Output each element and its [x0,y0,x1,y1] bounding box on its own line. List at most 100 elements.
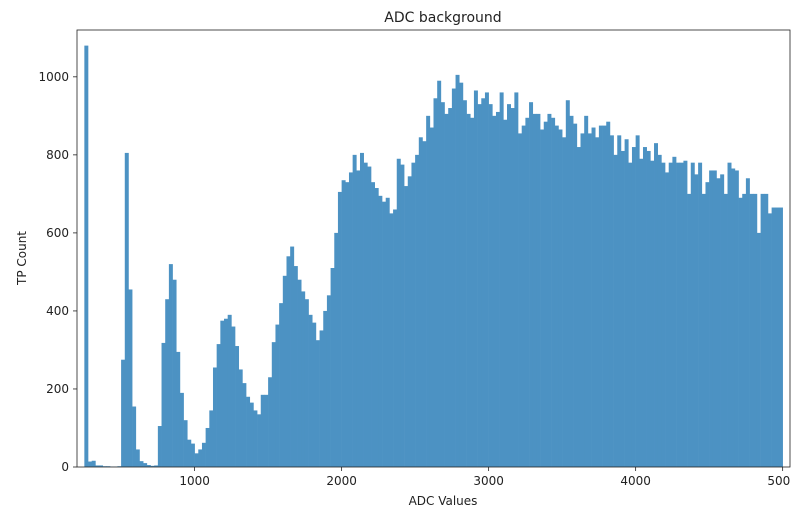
histogram-bar [183,420,188,467]
histogram-bar [308,314,313,467]
histogram-bar [253,410,258,467]
histogram-bar [631,147,636,468]
histogram-bar [154,465,159,467]
chart-title: ADC background [384,10,501,26]
histogram-bar [88,461,93,467]
histogram-bar [132,406,137,467]
histogram-bar [716,178,721,467]
histogram-bar [661,162,666,467]
histogram-bar [584,115,589,467]
x-tick-label: 1000 [179,474,210,488]
histogram-bar [543,121,548,467]
y-tick-label: 0 [61,460,69,474]
histogram-bar [738,197,743,467]
histogram-bar [459,82,464,468]
histogram-bar [198,449,203,467]
histogram-bar [507,104,511,467]
histogram-bar [764,193,769,468]
histogram-bar [514,92,519,468]
histogram-bar [371,182,375,468]
histogram-bar [418,137,423,468]
histogram-bar [290,246,295,467]
histogram-bar [683,160,688,467]
histogram-bar [466,113,471,467]
histogram-bar [598,125,603,467]
histogram-bar [536,113,541,467]
histogram-bar [264,394,269,467]
histogram-bar [301,291,306,467]
histogram-bar [400,164,405,468]
histogram-bar [679,162,684,467]
histogram-bar [665,172,670,468]
histogram-bar [128,289,133,467]
histogram-bar [676,162,681,467]
histogram-bar [694,174,699,467]
y-tick-label: 800 [46,148,69,162]
histogram-bar [179,392,184,467]
histogram-bar [448,108,453,467]
histogram-bar [286,256,291,467]
histogram-bar [734,170,739,467]
histogram-bar [477,104,482,467]
histogram-bar [488,104,493,467]
histogram-bar [385,197,390,467]
histogram-bar [646,150,651,467]
histogram-bar [753,193,758,468]
histogram-bar [672,156,677,467]
histogram-bar [323,310,328,467]
y-tick-label: 200 [46,382,69,396]
histogram-bar [312,322,317,467]
histogram-bar [562,137,567,468]
histogram-bar [639,158,644,467]
histogram-bar [176,351,181,467]
histogram-bar [84,45,89,468]
histogram-bar [257,414,262,467]
histogram-bar [146,465,151,467]
histogram-bar [275,324,280,467]
histogram-bar [720,174,725,467]
x-tick-label: 4000 [620,474,651,488]
histogram-bar [396,158,401,467]
histogram-bar [297,279,302,467]
histogram-bar [359,152,364,467]
histogram-bar [242,383,247,467]
histogram-bar [745,178,750,467]
histogram-bar [609,135,614,467]
histogram-bar [293,266,298,467]
histogram-bar [422,141,427,467]
histogram-bar [731,168,736,467]
histogram-bar [602,125,607,467]
histogram-bar [580,133,585,467]
histogram-bar [558,129,563,467]
histogram-bar [701,193,706,468]
histogram-bar [775,207,780,467]
x-tick-label: 3000 [473,474,504,488]
histogram-bar [315,340,320,467]
histogram-bar [503,119,508,468]
histogram-bar [367,166,372,467]
histogram-bar [635,135,640,467]
histogram-bar [495,111,500,467]
histogram-bar [334,232,339,467]
histogram-bar [690,162,695,467]
histogram-bar [709,170,714,467]
histogram-bar [279,303,284,468]
y-tick-label: 600 [46,226,69,240]
histogram-bar [727,162,732,467]
histogram-bar [363,162,368,467]
histogram-bar [569,115,574,467]
histogram-bar [455,74,460,468]
histogram-bar [595,137,600,468]
histogram-bar [617,135,622,467]
histogram-bar [352,154,357,468]
histogram-bar [319,330,324,467]
histogram-bar [249,402,254,467]
histogram-bar [521,125,526,467]
histogram-bar [426,115,431,467]
plot-frame [76,29,791,468]
histogram-bar [712,170,717,467]
histogram-bar [260,394,265,467]
